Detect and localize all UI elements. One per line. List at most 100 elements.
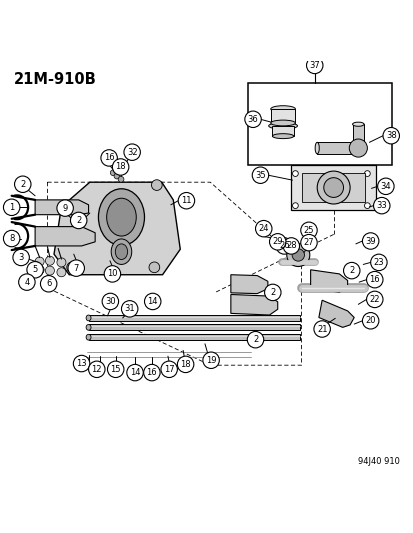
Circle shape bbox=[88, 361, 105, 377]
Text: 7: 7 bbox=[74, 264, 79, 273]
Circle shape bbox=[361, 233, 378, 249]
Circle shape bbox=[107, 361, 123, 377]
Circle shape bbox=[244, 111, 261, 127]
Ellipse shape bbox=[86, 334, 91, 340]
Circle shape bbox=[264, 284, 280, 301]
Text: 26: 26 bbox=[278, 241, 289, 251]
Text: 24: 24 bbox=[258, 224, 268, 233]
Circle shape bbox=[292, 203, 298, 208]
Text: 9: 9 bbox=[62, 204, 68, 213]
Polygon shape bbox=[230, 274, 267, 294]
Circle shape bbox=[143, 365, 160, 381]
Circle shape bbox=[255, 221, 271, 237]
Text: 37: 37 bbox=[309, 61, 319, 70]
Text: 4: 4 bbox=[24, 278, 29, 287]
Text: 32: 32 bbox=[126, 148, 137, 157]
Circle shape bbox=[300, 222, 316, 239]
Circle shape bbox=[66, 262, 77, 273]
Circle shape bbox=[202, 352, 219, 368]
Circle shape bbox=[13, 249, 29, 265]
Text: 18: 18 bbox=[115, 163, 126, 172]
Circle shape bbox=[3, 230, 20, 247]
Text: 39: 39 bbox=[364, 237, 375, 246]
Text: 2: 2 bbox=[20, 180, 25, 189]
Circle shape bbox=[366, 291, 382, 308]
Ellipse shape bbox=[115, 244, 127, 260]
Circle shape bbox=[343, 262, 359, 279]
Circle shape bbox=[104, 265, 120, 282]
Text: 31: 31 bbox=[124, 304, 135, 313]
Text: 11: 11 bbox=[181, 196, 191, 205]
Text: 18: 18 bbox=[180, 360, 190, 369]
Text: 29: 29 bbox=[272, 237, 282, 246]
Circle shape bbox=[382, 127, 399, 144]
Ellipse shape bbox=[86, 325, 91, 330]
Text: 3: 3 bbox=[19, 253, 24, 262]
Text: 21: 21 bbox=[316, 325, 327, 334]
Ellipse shape bbox=[86, 315, 91, 321]
Circle shape bbox=[14, 176, 31, 192]
Bar bbox=[88, 334, 299, 340]
Circle shape bbox=[70, 212, 87, 229]
Text: 5: 5 bbox=[32, 265, 38, 274]
Text: 36: 36 bbox=[247, 115, 258, 124]
Circle shape bbox=[323, 177, 343, 197]
Ellipse shape bbox=[314, 142, 318, 154]
Text: 12: 12 bbox=[91, 365, 102, 374]
Circle shape bbox=[151, 180, 162, 190]
Text: 35: 35 bbox=[254, 171, 265, 180]
Circle shape bbox=[316, 171, 349, 204]
Circle shape bbox=[57, 200, 73, 216]
Text: 16: 16 bbox=[146, 368, 157, 377]
Ellipse shape bbox=[352, 122, 363, 126]
Bar bbox=[352, 124, 363, 148]
Circle shape bbox=[269, 233, 285, 250]
Bar bbox=[88, 325, 299, 330]
Text: 25: 25 bbox=[303, 226, 313, 235]
Bar bbox=[88, 315, 299, 321]
Circle shape bbox=[3, 199, 20, 215]
Circle shape bbox=[366, 271, 382, 288]
Circle shape bbox=[178, 192, 194, 209]
Text: 14: 14 bbox=[147, 297, 158, 306]
Text: 30: 30 bbox=[105, 297, 115, 306]
Text: 28: 28 bbox=[285, 241, 296, 251]
Text: 6: 6 bbox=[46, 279, 51, 288]
Circle shape bbox=[373, 197, 389, 214]
Ellipse shape bbox=[107, 198, 136, 236]
Circle shape bbox=[35, 265, 44, 274]
Circle shape bbox=[282, 238, 299, 254]
Circle shape bbox=[110, 170, 116, 175]
Text: 20: 20 bbox=[365, 316, 375, 325]
Text: 19: 19 bbox=[205, 356, 216, 365]
Ellipse shape bbox=[272, 134, 293, 139]
Ellipse shape bbox=[268, 123, 297, 129]
Circle shape bbox=[45, 256, 54, 265]
Polygon shape bbox=[35, 200, 88, 215]
Circle shape bbox=[112, 159, 128, 175]
Circle shape bbox=[102, 293, 118, 310]
Circle shape bbox=[292, 249, 304, 261]
Polygon shape bbox=[54, 182, 180, 274]
Circle shape bbox=[121, 301, 138, 317]
Circle shape bbox=[275, 238, 292, 254]
Circle shape bbox=[377, 178, 393, 195]
Circle shape bbox=[114, 173, 119, 179]
Circle shape bbox=[68, 260, 84, 277]
Circle shape bbox=[161, 361, 177, 377]
Circle shape bbox=[27, 262, 43, 278]
Text: 16: 16 bbox=[368, 275, 379, 284]
Ellipse shape bbox=[98, 189, 144, 246]
Circle shape bbox=[123, 144, 140, 160]
Ellipse shape bbox=[111, 239, 131, 264]
Text: 27: 27 bbox=[303, 238, 313, 247]
Circle shape bbox=[35, 257, 44, 266]
Text: 34: 34 bbox=[380, 182, 390, 191]
Circle shape bbox=[370, 254, 386, 271]
Text: 2: 2 bbox=[76, 216, 81, 225]
Circle shape bbox=[118, 176, 123, 182]
Circle shape bbox=[19, 274, 35, 290]
Bar bbox=[270, 109, 295, 123]
Text: 2: 2 bbox=[348, 266, 354, 275]
Circle shape bbox=[252, 167, 268, 183]
